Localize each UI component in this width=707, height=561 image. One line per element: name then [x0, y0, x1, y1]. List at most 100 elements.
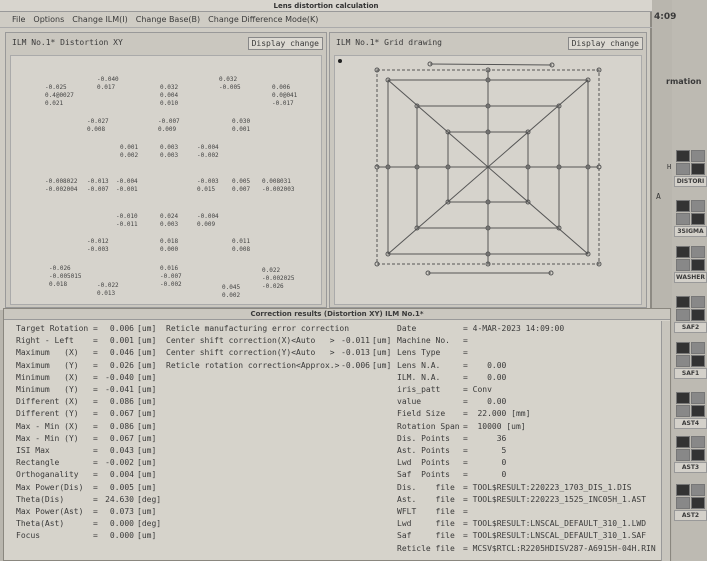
- menu-change-ilm[interactable]: Change ILM(I): [72, 15, 128, 24]
- equals: =: [93, 360, 98, 370]
- indicator-square[interactable]: [691, 497, 705, 509]
- distortion-value-line: -0.027: [87, 118, 109, 125]
- indicator-square[interactable]: [676, 213, 690, 225]
- distortion-value-line: -0.010: [116, 213, 138, 220]
- grid-point: [374, 67, 380, 73]
- side-button-saf1[interactable]: SAF1: [674, 368, 707, 379]
- distortion-value-line: 0.4@0027: [45, 92, 74, 99]
- menu-change-base[interactable]: Change Base(B): [135, 15, 201, 24]
- result-value: 0.086: [109, 397, 134, 407]
- indicator-square[interactable]: [691, 355, 705, 367]
- result-unit: [deg]: [137, 519, 162, 529]
- indicator-square[interactable]: [691, 392, 705, 404]
- display-change-button[interactable]: Display change: [247, 37, 323, 50]
- side-button-3sigma[interactable]: 3SIGMA: [674, 226, 707, 237]
- distortion-value-line: -0.007: [87, 186, 109, 193]
- correction-value: -0.006: [341, 360, 370, 370]
- distortion-value-line: 0.004: [160, 92, 179, 99]
- grid-point: [556, 164, 562, 170]
- grid-point: [525, 199, 531, 205]
- indicator-square[interactable]: [691, 449, 705, 461]
- result-unit: [um]: [137, 446, 157, 455]
- side-button-ast2[interactable]: AST2: [674, 510, 707, 521]
- indicator-square[interactable]: [676, 309, 690, 321]
- side-button-distori[interactable]: DISTORI: [674, 176, 707, 187]
- info-value: = 36: [463, 433, 507, 443]
- grid-point: [596, 164, 602, 170]
- grid-point: [485, 103, 491, 109]
- indicator-square[interactable]: [691, 342, 705, 354]
- indicator-square[interactable]: [691, 163, 705, 175]
- distortion-value-line: -0.007: [160, 273, 182, 280]
- menu-change-difference-mode[interactable]: Change Difference Mode(K): [208, 15, 319, 24]
- info-label: Ast. Points: [397, 446, 450, 455]
- info-label: Dis. Points: [397, 433, 450, 443]
- info-value: = 10000 [um]: [463, 421, 526, 431]
- indicator-square[interactable]: [676, 163, 690, 175]
- scale-bar: [429, 63, 553, 66]
- panel-title: ILM No.1* Grid drawing: [336, 38, 442, 47]
- vertical-scrollbar[interactable]: [661, 321, 670, 561]
- distortion-value-line: -0.005015: [49, 273, 82, 280]
- info-label: Lens N.A.: [397, 360, 441, 370]
- indicator-square[interactable]: [676, 436, 690, 448]
- display-change-button[interactable]: Display change: [567, 37, 643, 50]
- indicator-square[interactable]: [676, 246, 690, 258]
- side-button-ast4[interactable]: AST4: [674, 418, 707, 429]
- a-label: A: [656, 192, 661, 201]
- indicator-square[interactable]: [691, 259, 705, 271]
- indicator-square[interactable]: [676, 296, 690, 308]
- indicator-square[interactable]: [676, 259, 690, 271]
- info-label: WFLT file: [397, 507, 455, 516]
- equals: =: [93, 531, 98, 541]
- indicator-square[interactable]: [676, 392, 690, 404]
- result-value: 0.006: [109, 324, 134, 333]
- indicator-square[interactable]: [676, 150, 690, 162]
- distortion-value: -0.012 -0.003: [87, 238, 109, 254]
- indicator-square[interactable]: [676, 342, 690, 354]
- grid-canvas: [334, 55, 642, 305]
- distortion-value: 0.024 0.003: [160, 213, 178, 229]
- indicator-square[interactable]: [676, 405, 690, 417]
- indicator-square[interactable]: [676, 484, 690, 496]
- menu-file[interactable]: File: [12, 15, 26, 24]
- side-button-saf2[interactable]: SAF2: [674, 322, 707, 333]
- result-label: Orthoganality: [16, 470, 79, 480]
- info-value: = MCSV$RTCL:R2205HDISV287-A6915H-04H.RIN: [463, 543, 656, 553]
- distortion-value-line: 0.003: [160, 221, 179, 228]
- indicator-square[interactable]: [691, 213, 705, 225]
- distortion-value-line: -0.001: [116, 186, 138, 193]
- distortion-value: 0.003 0.003: [160, 144, 178, 160]
- indicator-square[interactable]: [676, 355, 690, 367]
- info-value: = TOOL$RESULT:220223_1525_INC05H_1.AST: [463, 494, 647, 504]
- result-unit: [um]: [137, 360, 157, 370]
- indicator-square[interactable]: [691, 150, 705, 162]
- indicator-square[interactable]: [691, 436, 705, 448]
- result-unit: [um]: [137, 458, 157, 468]
- indicator-square[interactable]: [691, 405, 705, 417]
- indicator-square[interactable]: [676, 449, 690, 461]
- indicator-square[interactable]: [676, 200, 690, 212]
- grid-point: [596, 261, 602, 267]
- indicator-square[interactable]: [676, 497, 690, 509]
- result-unit: [um]: [137, 336, 157, 346]
- distortion-value: -0.004 0.009: [197, 213, 219, 229]
- indicator-square[interactable]: [691, 484, 705, 496]
- distortion-value-line: 0.013: [97, 290, 116, 297]
- info-value: =: [463, 336, 468, 346]
- distortion-value-line: -0.013: [87, 178, 109, 185]
- indicator-square[interactable]: [691, 246, 705, 258]
- distortion-value-line: 0.011: [232, 238, 251, 245]
- menu-options[interactable]: Options: [33, 15, 65, 24]
- indicator-square[interactable]: [691, 200, 705, 212]
- distortion-value-line: -0.040: [97, 76, 119, 83]
- correction-unit: [um]: [372, 360, 392, 370]
- side-button-ast3[interactable]: AST3: [674, 462, 707, 473]
- distortion-value-line: 0.009: [197, 221, 216, 228]
- result-unit: [um]: [137, 482, 157, 492]
- indicator-square[interactable]: [691, 309, 705, 321]
- result-unit: [um]: [137, 397, 157, 407]
- side-button-washer[interactable]: WASHER: [674, 272, 707, 283]
- indicator-square[interactable]: [691, 296, 705, 308]
- result-label: Max - Min (Y): [16, 433, 79, 443]
